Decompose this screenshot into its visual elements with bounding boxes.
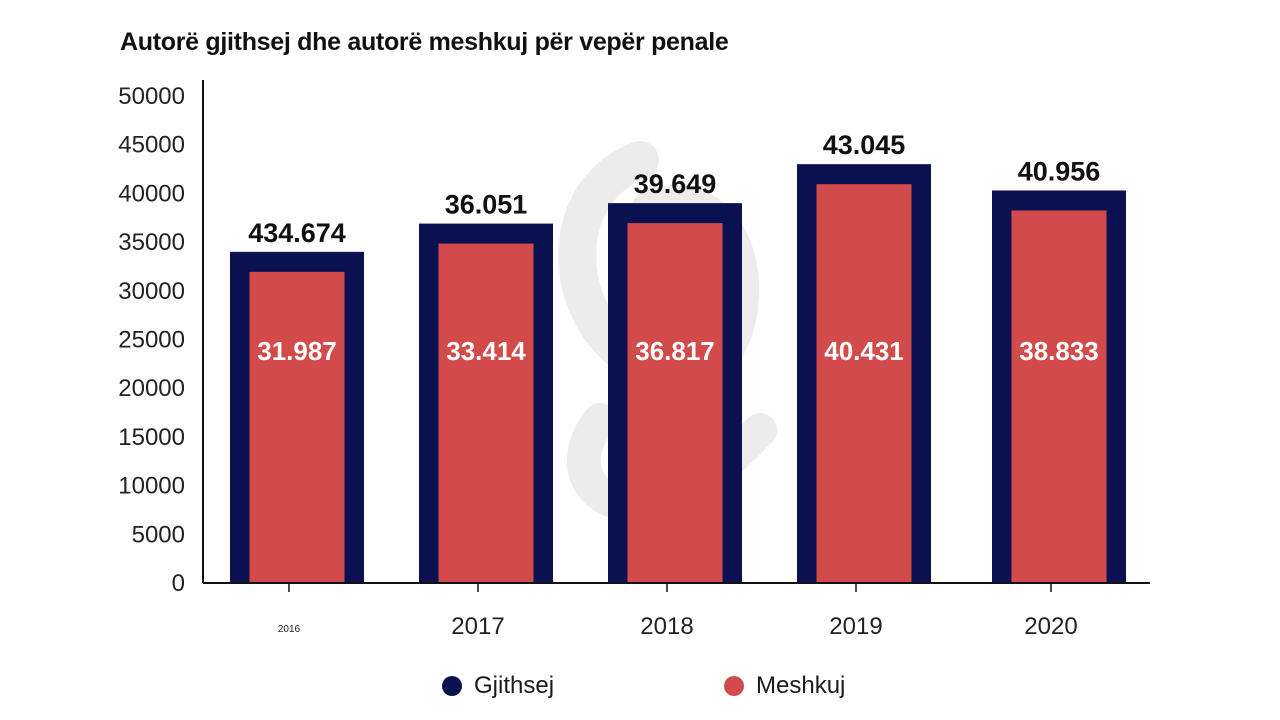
data-label-gjithsej-2017: 36.051	[445, 190, 528, 220]
y-tick-label: 15000	[118, 424, 185, 451]
y-tick-label: 0	[172, 570, 185, 597]
y-tick-label: 45000	[118, 132, 185, 159]
y-tick-label: 5000	[132, 521, 185, 548]
x-tick-label-2017: 2017	[451, 613, 504, 640]
data-label-meshkuj-2017: 33.414	[446, 336, 526, 366]
legend-label-meshkuj: Meshkuj	[756, 672, 846, 699]
x-tick-label-2016: 2016	[278, 624, 301, 635]
bar-meshkuj-2016	[249, 271, 345, 583]
y-tick-label: 40000	[118, 180, 185, 207]
data-label-meshkuj-2018: 36.817	[635, 336, 715, 366]
y-tick-label: 20000	[118, 375, 185, 402]
bar-meshkuj-2018	[627, 223, 723, 583]
data-label-gjithsej-2020: 40.956	[1018, 156, 1101, 186]
data-label-gjithsej-2018: 39.649	[634, 169, 717, 199]
legend-swatch-meshkuj	[724, 676, 744, 696]
legend-item-meshkuj: Meshkuj	[724, 672, 845, 700]
legend-item-gjithsej: Gjithsej	[442, 672, 554, 700]
data-label-meshkuj-2016: 31.987	[257, 336, 337, 366]
y-tick-label: 35000	[118, 229, 185, 256]
y-tick-label: 50000	[118, 83, 185, 110]
data-label-gjithsej-2019: 43.045	[823, 130, 906, 160]
bar-meshkuj-2017	[438, 243, 534, 583]
y-tick-label: 10000	[118, 473, 185, 500]
data-label-meshkuj-2020: 38.833	[1019, 336, 1099, 366]
x-tick-label-2020: 2020	[1024, 613, 1077, 640]
x-tick-label-2018: 2018	[640, 613, 693, 640]
chart-title: Autorë gjithsej dhe autorë meshkuj për v…	[120, 28, 729, 56]
bar-meshkuj-2020	[1011, 210, 1107, 583]
data-label-gjithsej-2016: 434.674	[248, 218, 346, 248]
y-tick-label: 30000	[118, 278, 185, 305]
legend-swatch-gjithsej	[442, 676, 462, 696]
bar-meshkuj-2019	[816, 184, 912, 583]
y-tick-label: 25000	[118, 327, 185, 354]
legend-label-gjithsej: Gjithsej	[474, 672, 555, 699]
data-label-meshkuj-2019: 40.431	[824, 336, 904, 366]
x-tick-label-2019: 2019	[829, 613, 882, 640]
